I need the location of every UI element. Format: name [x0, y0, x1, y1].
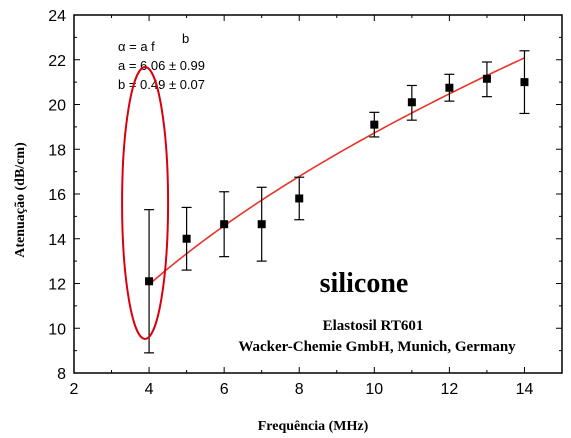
data-point: [482, 74, 491, 83]
y-tick-label: 18: [48, 142, 66, 159]
y-tick-label: 14: [48, 232, 66, 249]
data-point: [407, 98, 416, 107]
y-tick-label: 12: [48, 277, 66, 294]
y-tick-label: 24: [48, 8, 66, 25]
product-label: Elastosil RT601: [323, 318, 424, 334]
y-tick-label: 8: [57, 366, 66, 383]
data-point: [370, 120, 379, 129]
highlight-ellipse: [121, 65, 170, 340]
y-tick-label: 16: [48, 187, 66, 204]
fit-curve: [148, 57, 525, 286]
data-point: [520, 78, 529, 87]
y-tick-label: 22: [48, 53, 66, 70]
fit-equation: α = a f: [118, 39, 155, 54]
y-axis-label: Atenuação (dB/cm): [13, 142, 28, 258]
fit-parameters: α = a f b a = 6.06 ± 0.99 b = 0.49 ± 0.0…: [118, 31, 205, 92]
fit-param-a: a = 6.06 ± 0.99: [118, 58, 205, 73]
data-point: [220, 220, 229, 229]
fit-param-b: b = 0.49 ± 0.07: [118, 77, 205, 92]
x-tick-label: 4: [145, 381, 154, 398]
data-point: [145, 277, 154, 286]
data-point: [445, 83, 454, 92]
data-point: [257, 220, 266, 229]
x-tick-label: 2: [70, 381, 79, 398]
x-axis-label: Frequência (MHz): [258, 419, 369, 434]
x-tick-label: 8: [295, 381, 304, 398]
y-tick-label: 10: [48, 321, 66, 338]
fit-exponent: b: [182, 31, 189, 46]
material-label: silicone: [320, 268, 409, 299]
y-tick-label: 20: [48, 98, 66, 115]
data-point: [182, 234, 191, 243]
data-point: [295, 194, 304, 203]
x-tick-label: 12: [440, 381, 458, 398]
manufacturer-label: Wacker-Chemie GmbH, Munich, Germany: [238, 339, 516, 355]
x-tick-label: 6: [220, 381, 229, 398]
data-markers: [145, 74, 529, 286]
x-tick-label: 14: [516, 381, 534, 398]
x-tick-label: 10: [365, 381, 383, 398]
error-bars: [144, 50, 530, 354]
